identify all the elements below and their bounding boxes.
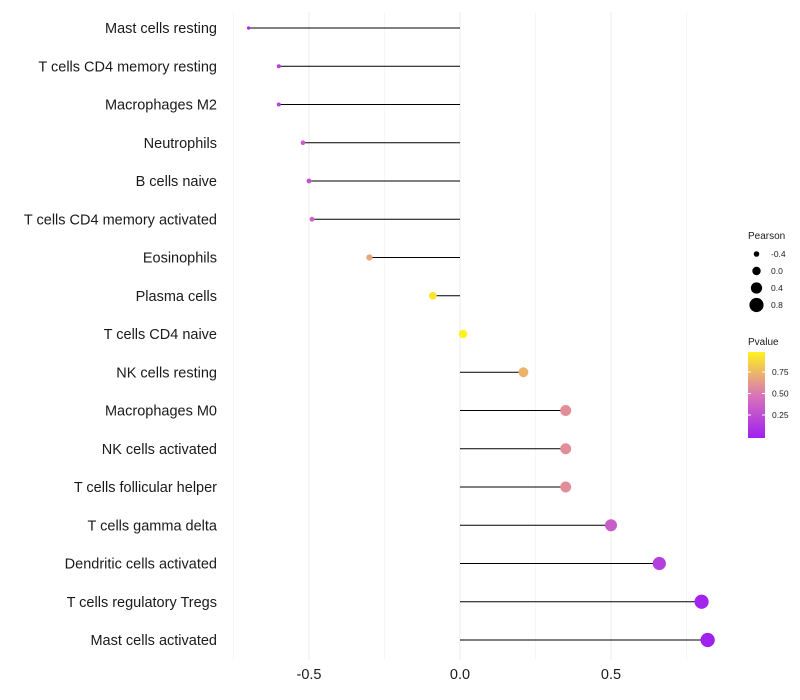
- lollipop-dot: [458, 329, 468, 339]
- pvalue-legend-label: 0.50: [772, 389, 789, 399]
- y-axis-label: T cells follicular helper: [74, 480, 217, 496]
- pvalue-legend-title: Pvalue: [748, 337, 779, 348]
- y-axis-label: Neutrophils: [144, 136, 217, 152]
- lollipop-dot: [306, 178, 312, 184]
- pearson-legend-label: 0.4: [771, 283, 783, 293]
- y-axis-label: T cells gamma delta: [88, 518, 218, 534]
- lollipop-dot: [518, 367, 529, 378]
- x-tick-label: 0.0: [450, 667, 470, 683]
- y-axis-label: Mast cells resting: [105, 21, 217, 37]
- lollipop-dot: [428, 291, 437, 300]
- y-axis-label: Dendritic cells activated: [65, 557, 217, 573]
- pearson-legend-key: [750, 282, 763, 294]
- lollipop-dot: [300, 140, 306, 146]
- y-axis-label: T cells CD4 naive: [104, 327, 217, 343]
- pearson-legend-label: -0.4: [771, 249, 786, 259]
- y-axis-label: Macrophages M2: [105, 98, 217, 114]
- y-axis-label: NK cells activated: [102, 442, 217, 458]
- lollipop-sticks: [248, 27, 708, 641]
- pvalue-legend-label: 0.75: [772, 367, 789, 377]
- pearson-legend-label: 0.0: [771, 266, 783, 276]
- pearson-legend-label: 0.8: [771, 300, 783, 310]
- lollipop-dots: [246, 26, 715, 648]
- y-axis-labels: Mast cells resting T cells CD4 memory res…: [24, 21, 218, 649]
- y-axis-label: Mast cells activated: [90, 633, 217, 649]
- y-axis-label: NK cells resting: [116, 365, 217, 381]
- pearson-legend-title: Pearson: [748, 231, 785, 242]
- y-axis-label: T cells CD4 memory resting: [38, 59, 217, 75]
- lollipop-dot: [605, 519, 617, 532]
- y-axis-label: Eosinophils: [143, 251, 217, 267]
- lollipop-dot: [652, 556, 666, 571]
- lollipop-dot: [276, 102, 281, 107]
- pearson-legend: Pearson -0.4 0.0 0.4 0.8: [748, 231, 786, 313]
- y-axis-label: T cells CD4 memory activated: [24, 212, 217, 228]
- lollipop-dot: [276, 64, 281, 69]
- lollipop-dot: [560, 405, 572, 416]
- lollipop-dot: [700, 632, 715, 648]
- y-axis-label: T cells regulatory Tregs: [67, 595, 217, 611]
- lollipop-dot: [366, 254, 373, 261]
- y-axis-label: B cells naive: [136, 174, 217, 190]
- y-axis-label: Plasma cells: [136, 289, 217, 305]
- pvalue-colorbar: [748, 352, 765, 438]
- pearson-legend-key: [749, 297, 764, 313]
- lollipop-dot: [560, 481, 572, 493]
- lollipop-dot: [694, 594, 709, 609]
- pvalue-legend: Pvalue 0.75 0.50 0.25: [748, 337, 789, 438]
- lollipop-dot: [560, 443, 572, 455]
- x-tick-label: -0.5: [297, 667, 322, 683]
- x-tick-label: 0.5: [601, 667, 621, 683]
- pearson-legend-key: [752, 266, 761, 276]
- lollipop-dot: [246, 26, 251, 30]
- y-axis-label: Macrophages M0: [105, 404, 217, 420]
- pearson-legend-key: [753, 251, 760, 257]
- lollipop-dot: [309, 216, 315, 222]
- pvalue-legend-label: 0.25: [772, 410, 789, 420]
- grid-lines: [233, 12, 687, 660]
- x-axis-labels: -0.5 0.0 0.5: [297, 667, 622, 683]
